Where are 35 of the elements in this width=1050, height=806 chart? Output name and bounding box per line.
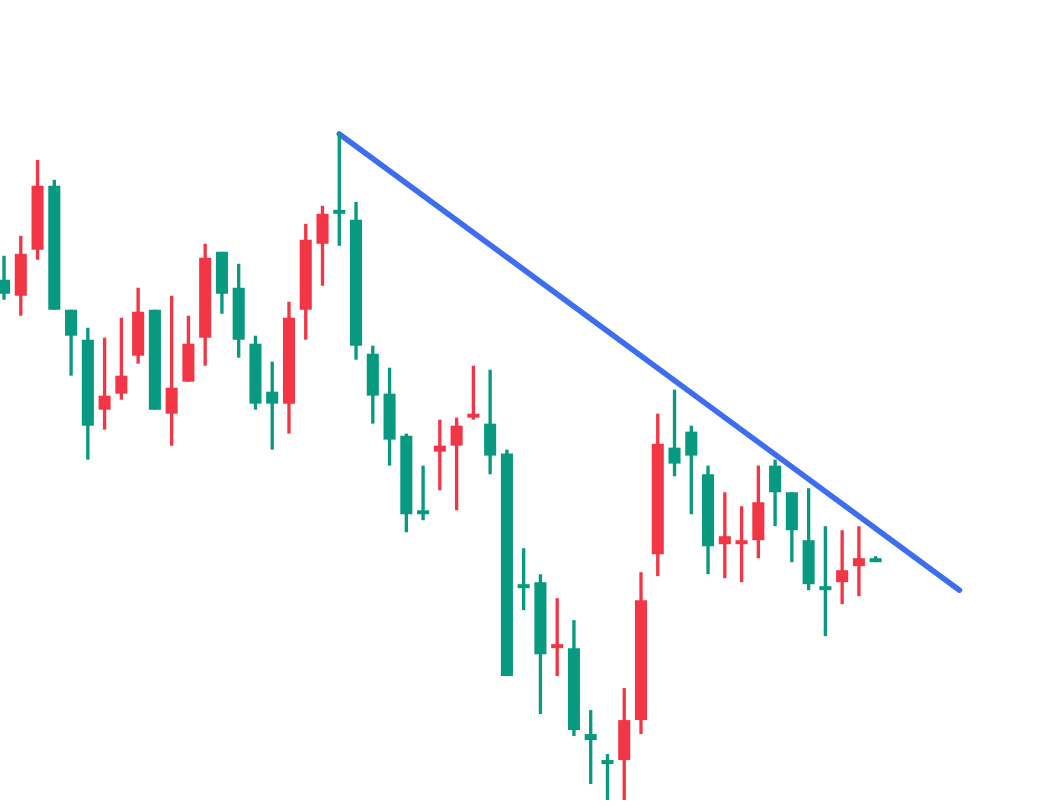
candlestick [517,546,530,612]
candlestick [115,316,128,402]
candlestick [819,524,832,638]
candlestick [785,490,798,564]
candlestick [735,504,748,584]
candlestick [618,686,631,802]
candlestick [484,368,497,476]
candlestick [551,596,564,678]
candlestick [182,314,195,384]
candlestick [366,344,379,426]
candlestick [769,457,782,528]
candlestick [165,294,178,448]
candlestick [852,524,865,598]
candlestick [668,388,681,478]
candlestick [433,417,446,492]
candlestick [266,360,279,452]
candlestick [601,752,614,802]
candlestick [718,490,731,580]
candlestick [685,423,698,516]
candlestick [98,336,111,432]
candlestick [333,132,346,248]
candlestick [752,463,765,560]
candlestick [584,708,597,786]
candlestick [417,463,430,522]
candlestick [450,415,463,512]
candlestick [215,250,228,316]
candlestick [14,234,27,318]
candlestick [316,204,329,288]
candlestick [467,364,480,422]
candlestick [65,308,78,378]
candlestick [132,286,145,366]
candlestick [383,366,396,468]
candlestick [836,528,849,606]
candlestick [802,486,815,592]
candlestick [0,254,11,302]
